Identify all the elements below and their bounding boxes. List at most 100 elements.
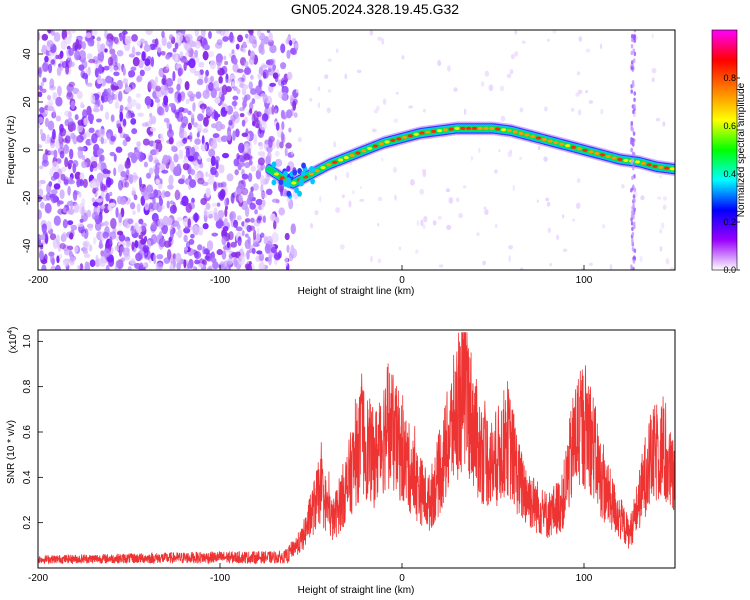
heatmap-noise-cell bbox=[195, 56, 200, 64]
heatmap-noise-cell bbox=[127, 151, 135, 158]
heatmap-noise-cell bbox=[44, 148, 49, 155]
heatmap-ridge-cell bbox=[271, 161, 277, 168]
heatmap-noise-cell bbox=[172, 70, 176, 82]
heatmap-noise-cell bbox=[207, 177, 215, 185]
heatmap-ridge-peak bbox=[332, 160, 338, 164]
heatmap-noise-cell bbox=[115, 207, 119, 218]
heatmap-noise-cell bbox=[119, 246, 125, 253]
heatmap-noise-cell bbox=[135, 93, 141, 98]
heatmap-noise-cell bbox=[154, 159, 160, 164]
heatmap-noise-cell bbox=[256, 250, 263, 255]
heatmap-noise-cell bbox=[280, 43, 286, 54]
heatmap-streak-cell bbox=[633, 91, 637, 96]
heatmap-noise-cell bbox=[241, 230, 245, 237]
heatmap-noise-cell bbox=[89, 164, 94, 173]
heatmap-noise-cell bbox=[190, 146, 196, 155]
heatmap-noise-cell bbox=[290, 47, 296, 55]
heatmap-noise-cell bbox=[256, 30, 261, 37]
heatmap-noise-cell bbox=[63, 260, 70, 267]
heatmap-noise-cell bbox=[38, 144, 43, 149]
heatmap-noise-cell bbox=[177, 77, 183, 86]
heatmap-noise-cell bbox=[175, 252, 182, 263]
heatmap-noise-cell bbox=[237, 34, 243, 43]
heatmap-ridge-cell bbox=[292, 169, 298, 176]
heatmap-noise-cell bbox=[192, 102, 196, 112]
figure-title: GN05.2024.328.19.45.G32 bbox=[291, 1, 459, 17]
heatmap-ridge-peak bbox=[314, 169, 320, 173]
heatmap-noise-cell bbox=[59, 140, 64, 149]
heatmap-noise-cell bbox=[138, 218, 144, 225]
heatmap-noise-cell bbox=[245, 233, 249, 238]
heatmap-noise-cell bbox=[70, 224, 78, 231]
heatmap-ridge-peak bbox=[355, 151, 361, 155]
heatmap-noise-cell bbox=[295, 88, 299, 94]
heatmap-noise-cell bbox=[225, 106, 229, 112]
heatmap-noise-cell bbox=[74, 245, 79, 253]
heatmap-noise-cell bbox=[169, 228, 174, 240]
heatmap-noise-cell bbox=[188, 58, 196, 69]
heatmap-noise-cell bbox=[238, 183, 245, 193]
heatmap-noise-cell bbox=[252, 229, 257, 241]
heatmap-streak-cell bbox=[631, 137, 635, 143]
heatmap-noise-cell bbox=[70, 132, 76, 140]
heatmap-noise-cell bbox=[508, 255, 511, 263]
heatmap-noise-cell bbox=[260, 184, 264, 193]
heatmap-noise-cell bbox=[251, 98, 256, 104]
heatmap-noise-cell bbox=[99, 204, 106, 210]
heatmap-noise-cell bbox=[124, 86, 132, 93]
heatmap-noise-cell bbox=[216, 30, 222, 34]
heatmap-noise-cell bbox=[543, 156, 548, 162]
heatmap-ridge-peak bbox=[442, 128, 448, 132]
heatmap-streak-cell bbox=[632, 131, 636, 136]
heatmap-noise-cell bbox=[131, 46, 136, 55]
heatmap-ridge-peak bbox=[471, 126, 478, 130]
colorbar-tick-label: 0.2 bbox=[723, 217, 736, 227]
heatmap-noise-cell bbox=[482, 260, 487, 266]
heatmap-streak-cell bbox=[631, 175, 634, 181]
heatmap-noise-cell bbox=[257, 151, 266, 157]
heatmap-ridge-peak bbox=[436, 129, 443, 133]
heatmap-noise-cell bbox=[662, 121, 666, 127]
heatmap-noise-cell bbox=[154, 98, 161, 103]
heatmap-noise-cell bbox=[335, 48, 339, 54]
heatmap-noise-cell bbox=[95, 178, 100, 188]
heatmap-noise-cell bbox=[125, 112, 131, 119]
heatmap-noise-cell bbox=[203, 207, 207, 218]
heatmap-noise-cell bbox=[56, 255, 60, 264]
snr-y-label: SNR (10 * v/v) bbox=[6, 420, 17, 484]
colorbar-label: Normalized spectral amplitude bbox=[736, 82, 747, 217]
heatmap-noise-cell bbox=[168, 174, 174, 186]
heatmap-noise-cell bbox=[181, 59, 189, 64]
heatmap-noise-cell bbox=[236, 68, 244, 73]
heatmap-noise-cell bbox=[77, 222, 84, 227]
heatmap-noise-cell bbox=[183, 234, 188, 243]
heatmap-noise-cell bbox=[317, 86, 321, 91]
heatmap-noise-cell bbox=[261, 113, 269, 122]
heatmap-ridge-peak bbox=[646, 163, 652, 167]
heatmap-ridge-peak bbox=[367, 146, 373, 151]
heatmap-noise-cell bbox=[276, 139, 281, 149]
heatmap-streak-cell bbox=[631, 37, 634, 43]
heatmap-noise-cell bbox=[230, 241, 237, 248]
heatmap-noise-cell bbox=[163, 257, 171, 264]
heatmap-noise-cell bbox=[202, 222, 209, 230]
heatmap-ridge-peak bbox=[594, 151, 600, 155]
heatmap-noise-cell bbox=[285, 142, 292, 149]
heatmap-noise-cell bbox=[78, 64, 85, 71]
heatmap-noise-cell bbox=[236, 153, 240, 161]
heatmap-noise-cell bbox=[39, 250, 44, 261]
heatmap-noise-cell bbox=[135, 103, 142, 110]
heatmap-streak-cell bbox=[632, 259, 636, 264]
heatmap-noise-cell bbox=[68, 176, 73, 184]
heatmap-noise-cell bbox=[221, 228, 228, 239]
heatmap-noise-cell bbox=[263, 35, 269, 45]
heatmap-noise-cell bbox=[292, 100, 297, 111]
heatmap-noise-cell bbox=[240, 246, 244, 257]
heatmap-noise-cell bbox=[261, 199, 266, 207]
heatmap-noise-cell bbox=[244, 206, 250, 218]
heatmap-noise-cell bbox=[166, 200, 170, 209]
heatmap-noise-cell bbox=[62, 207, 67, 213]
heatmap-noise-cell bbox=[72, 160, 79, 168]
heatmap-noise-cell bbox=[74, 50, 81, 61]
heatmap-noise-cell bbox=[74, 171, 82, 181]
